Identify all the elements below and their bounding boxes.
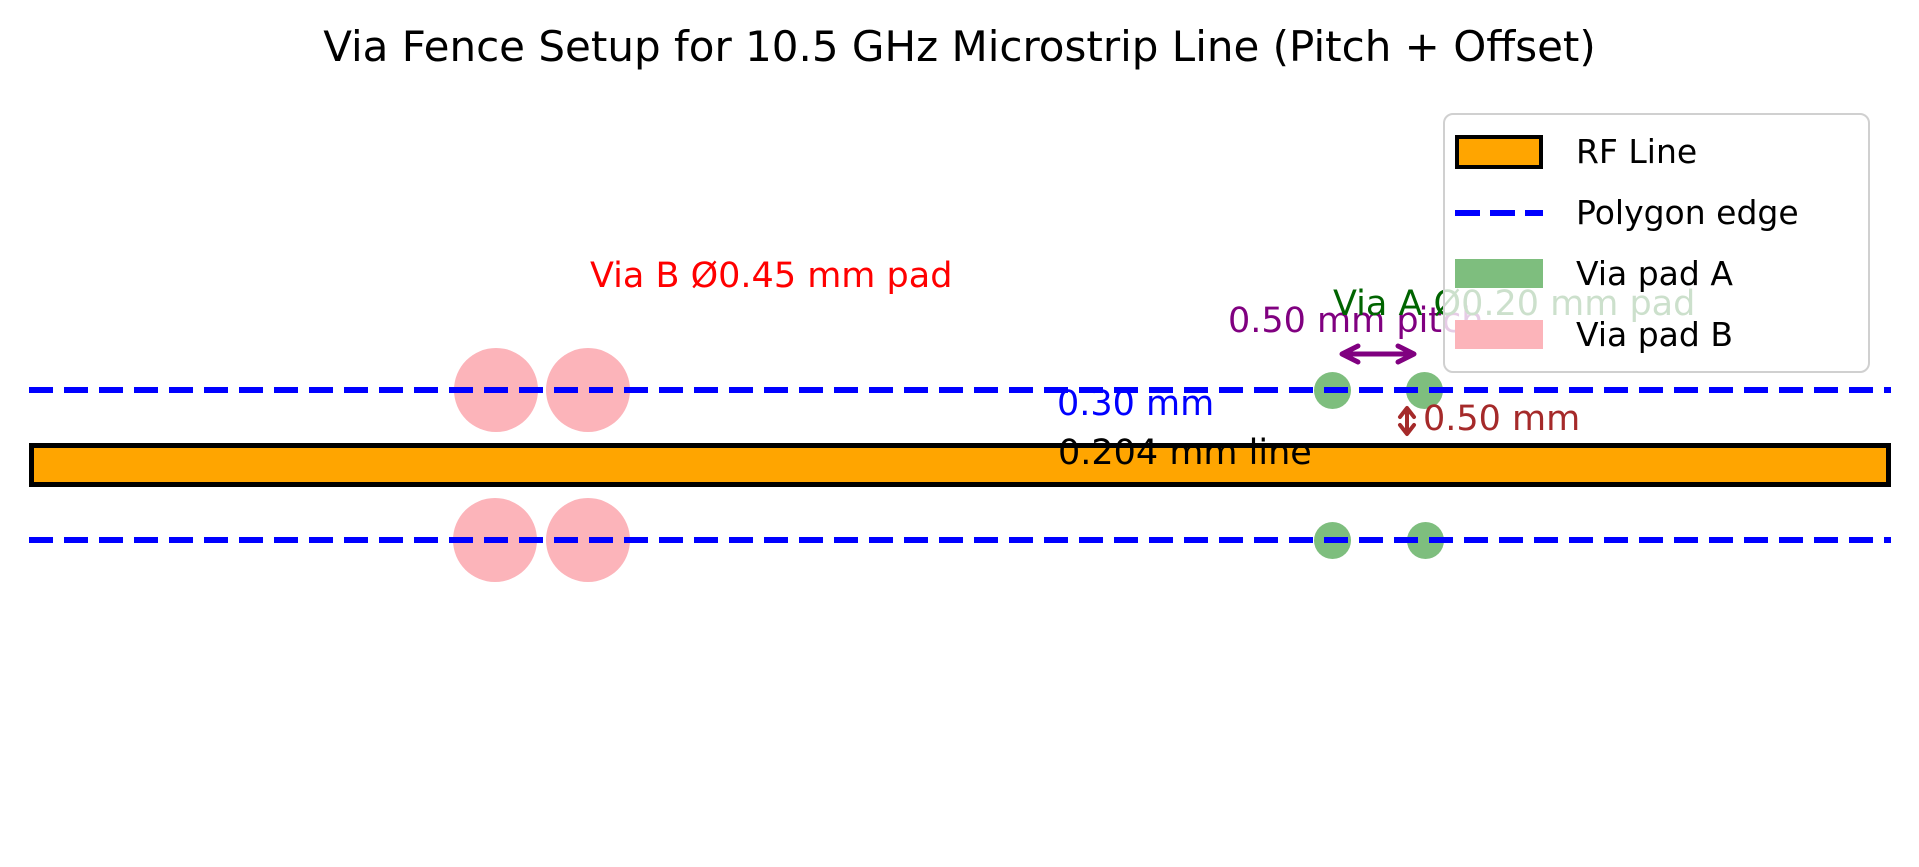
legend-label-polygon-edge: Polygon edge <box>1576 193 1799 232</box>
legend-label-rf-line: RF Line <box>1576 132 1698 171</box>
figure-title: Via Fence Setup for 10.5 GHz Microstrip … <box>323 22 1596 71</box>
via-pad-a-swatch-icon <box>1455 259 1543 288</box>
via-pad-b-swatch-icon <box>1455 320 1543 349</box>
via-b-pad-label: Via B Ø0.45 mm pad <box>590 256 953 296</box>
edge-clearance-label: 0.30 mm <box>1057 384 1215 424</box>
legend-row-via-pad-a: Via pad A <box>1455 254 1868 293</box>
polygon-edge-bottom <box>29 537 1891 543</box>
polygon-edge-swatch-icon <box>1455 209 1543 216</box>
via-gap-double-arrow-icon <box>1398 406 1416 436</box>
pitch-label: 0.50 mm pitch <box>1228 301 1484 341</box>
pitch-double-arrow-icon <box>1339 343 1417 365</box>
legend-row-via-pad-b: Via pad B <box>1455 315 1868 354</box>
legend-row-rf-line: RF Line <box>1455 132 1868 171</box>
polygon-edge-top <box>29 387 1891 393</box>
legend-label-via-pad-a: Via pad A <box>1576 254 1733 293</box>
legend: RF Line Polygon edge Via pad A Via pad B <box>1443 113 1870 373</box>
rf-line-swatch-icon <box>1455 134 1543 169</box>
line-width-label: 0.204 mm line <box>1058 433 1312 473</box>
legend-label-via-pad-b: Via pad B <box>1576 315 1733 354</box>
rf-line-bar <box>29 443 1891 487</box>
legend-row-polygon-edge: Polygon edge <box>1455 193 1868 232</box>
via-gap-label: 0.50 mm <box>1423 399 1581 439</box>
